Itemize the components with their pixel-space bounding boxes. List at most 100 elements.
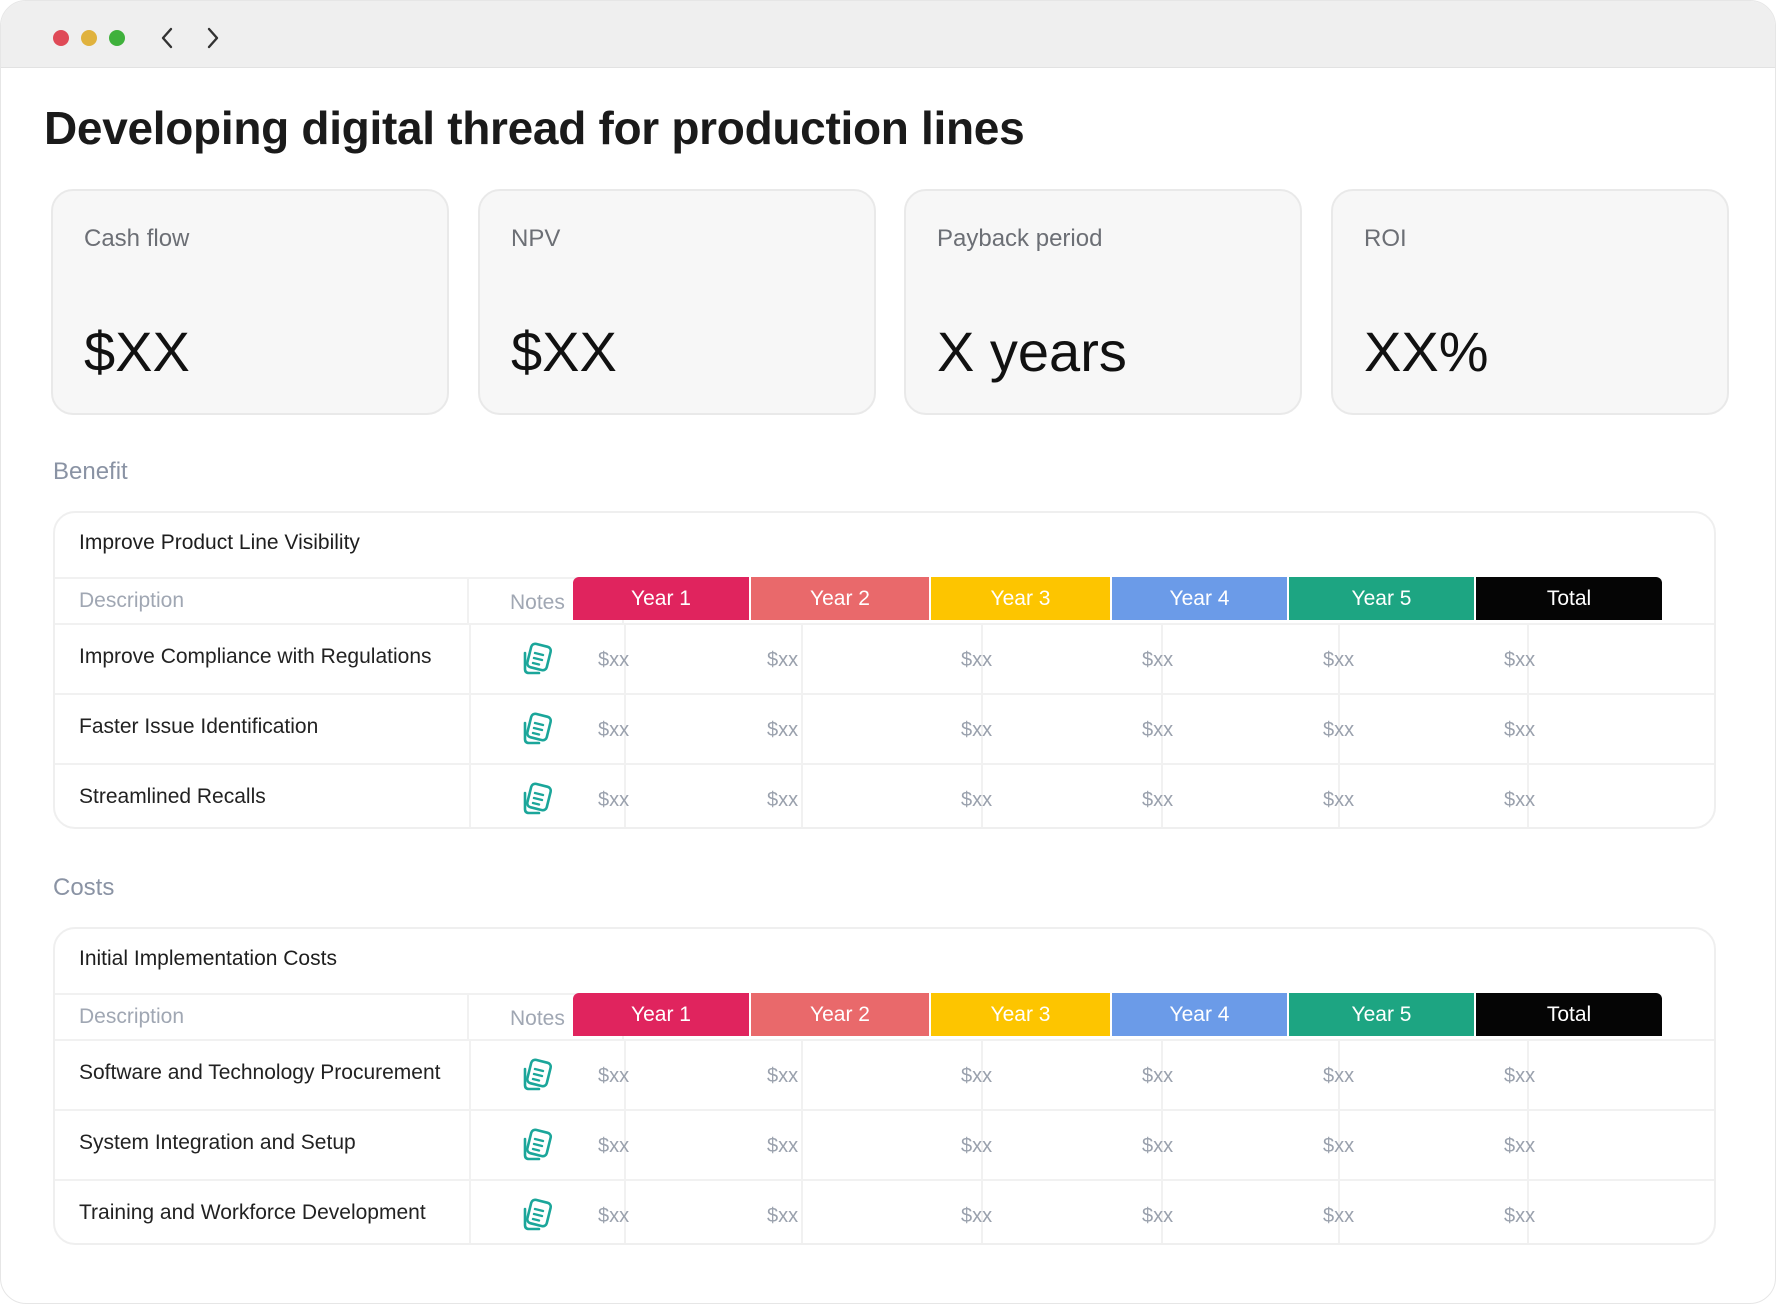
kpi-value: XX%: [1364, 320, 1489, 383]
notes-icon[interactable]: [519, 639, 557, 677]
column-header-year-3: Year 3: [931, 993, 1110, 1036]
column-header-year-3: Year 3: [931, 577, 1110, 620]
value-cell: $xx: [767, 719, 799, 741]
column-divider: [469, 765, 471, 827]
section-label-benefit: Benefit: [53, 458, 128, 485]
value-cell: $xx: [598, 1135, 630, 1157]
value-cell: $xx: [961, 649, 993, 671]
column-divider: [801, 765, 803, 827]
column-divider: [469, 1181, 471, 1243]
notes-icon[interactable]: [519, 1195, 557, 1233]
column-divider: [624, 765, 626, 827]
column-header-year-2: Year 2: [751, 993, 929, 1036]
notes-icon[interactable]: [519, 779, 557, 817]
kpi-value: X years: [937, 320, 1127, 383]
column-header-description-label: Description: [79, 1005, 185, 1028]
value-cell: $xx: [767, 789, 799, 811]
value-cell: $xx: [767, 1135, 799, 1157]
table-row: System Integration and Setup $xx $xx $xx $xx…: [55, 1109, 1714, 1181]
table-card: Initial Implementation Costs Description N…: [53, 927, 1716, 1245]
column-header-year-1: Year 1: [573, 993, 749, 1036]
back-button[interactable]: [154, 23, 180, 53]
kpi-card: Payback period X years: [904, 189, 1302, 415]
column-divider: [624, 1181, 626, 1243]
column-header-year-4: Year 4: [1112, 577, 1287, 620]
table-row: Improve Compliance with Regulations $xx $x…: [55, 623, 1714, 695]
column-divider: [624, 1111, 626, 1181]
column-header-year-1: Year 1: [573, 577, 749, 620]
column-header-notes-label: Notes: [510, 1007, 565, 1030]
column-divider: [1161, 1111, 1163, 1181]
kpi-label: ROI: [1364, 225, 1407, 252]
column-divider: [469, 695, 471, 765]
title-bar: [1, 1, 1775, 68]
chevron-right-icon: [207, 27, 219, 49]
table-card: Improve Product Line Visibility Descripti…: [53, 511, 1716, 829]
column-divider: [981, 1111, 983, 1181]
column-divider: [801, 1111, 803, 1181]
row-description: Faster Issue Identification: [79, 715, 319, 738]
column-divider: [981, 625, 983, 695]
value-cell: $xx: [961, 1135, 993, 1157]
notes-icon[interactable]: [519, 1125, 557, 1163]
column-divider: [469, 1111, 471, 1181]
column-divider: [1161, 1041, 1163, 1111]
column-divider: [981, 1181, 983, 1243]
value-cell: $xx: [598, 1065, 630, 1087]
notes-icon[interactable]: [519, 709, 557, 747]
row-description: Software and Technology Procurement: [79, 1061, 441, 1084]
column-divider: [1161, 695, 1163, 765]
value-cell: $xx: [961, 1065, 993, 1087]
column-header-year-5: Year 5: [1289, 993, 1474, 1036]
minimize-window-button[interactable]: [81, 30, 97, 46]
notes-icon[interactable]: [519, 1055, 557, 1093]
column-divider: [801, 625, 803, 695]
row-description: Improve Compliance with Regulations: [79, 645, 432, 668]
forward-button[interactable]: [200, 23, 226, 53]
chevron-left-icon: [161, 27, 173, 49]
table-row: Streamlined Recalls $xx $xx $xx $xx $xx $xx: [55, 763, 1714, 827]
table-row: Training and Workforce Development $xx $xx…: [55, 1179, 1714, 1243]
page-title: Developing digital thread for production…: [44, 102, 1025, 154]
column-divider: [1338, 1181, 1340, 1243]
kpi-label: Cash flow: [84, 225, 190, 252]
value-cell: $xx: [1142, 1205, 1174, 1227]
value-cell: $xx: [1323, 1135, 1355, 1157]
kpi-label: Payback period: [937, 225, 1103, 252]
kpi-card: NPV $XX: [478, 189, 876, 415]
kpi-card: Cash flow $XX: [51, 189, 449, 415]
column-header-year-4: Year 4: [1112, 993, 1287, 1036]
kpi-value: $XX: [511, 320, 617, 383]
column-divider: [1338, 1041, 1340, 1111]
column-divider: [1338, 695, 1340, 765]
value-cell: $xx: [598, 719, 630, 741]
column-divider: [1161, 625, 1163, 695]
column-header-notes-label: Notes: [510, 591, 565, 614]
column-header-description: Description: [55, 577, 469, 623]
column-divider: [1338, 765, 1340, 827]
kpi-label: NPV: [511, 225, 561, 252]
column-header-year-5: Year 5: [1289, 577, 1474, 620]
table-row: Software and Technology Procurement $xx $x…: [55, 1039, 1714, 1111]
column-divider: [1527, 765, 1529, 827]
maximize-window-button[interactable]: [109, 30, 125, 46]
value-cell: $xx: [767, 1065, 799, 1087]
column-divider: [1338, 625, 1340, 695]
table-title: Initial Implementation Costs: [79, 947, 337, 970]
value-cell: $xx: [598, 789, 630, 811]
value-cell: $xx: [1142, 789, 1174, 811]
column-divider: [469, 1041, 471, 1111]
column-divider: [801, 1041, 803, 1111]
value-cell: $xx: [1504, 719, 1536, 741]
column-divider: [624, 1041, 626, 1111]
column-divider: [1527, 1111, 1529, 1181]
column-divider: [1527, 1181, 1529, 1243]
column-divider: [801, 1181, 803, 1243]
close-window-button[interactable]: [53, 30, 69, 46]
value-cell: $xx: [1504, 1065, 1536, 1087]
column-divider: [1527, 1041, 1529, 1111]
value-cell: $xx: [767, 1205, 799, 1227]
column-divider: [981, 1041, 983, 1111]
value-cell: $xx: [961, 719, 993, 741]
